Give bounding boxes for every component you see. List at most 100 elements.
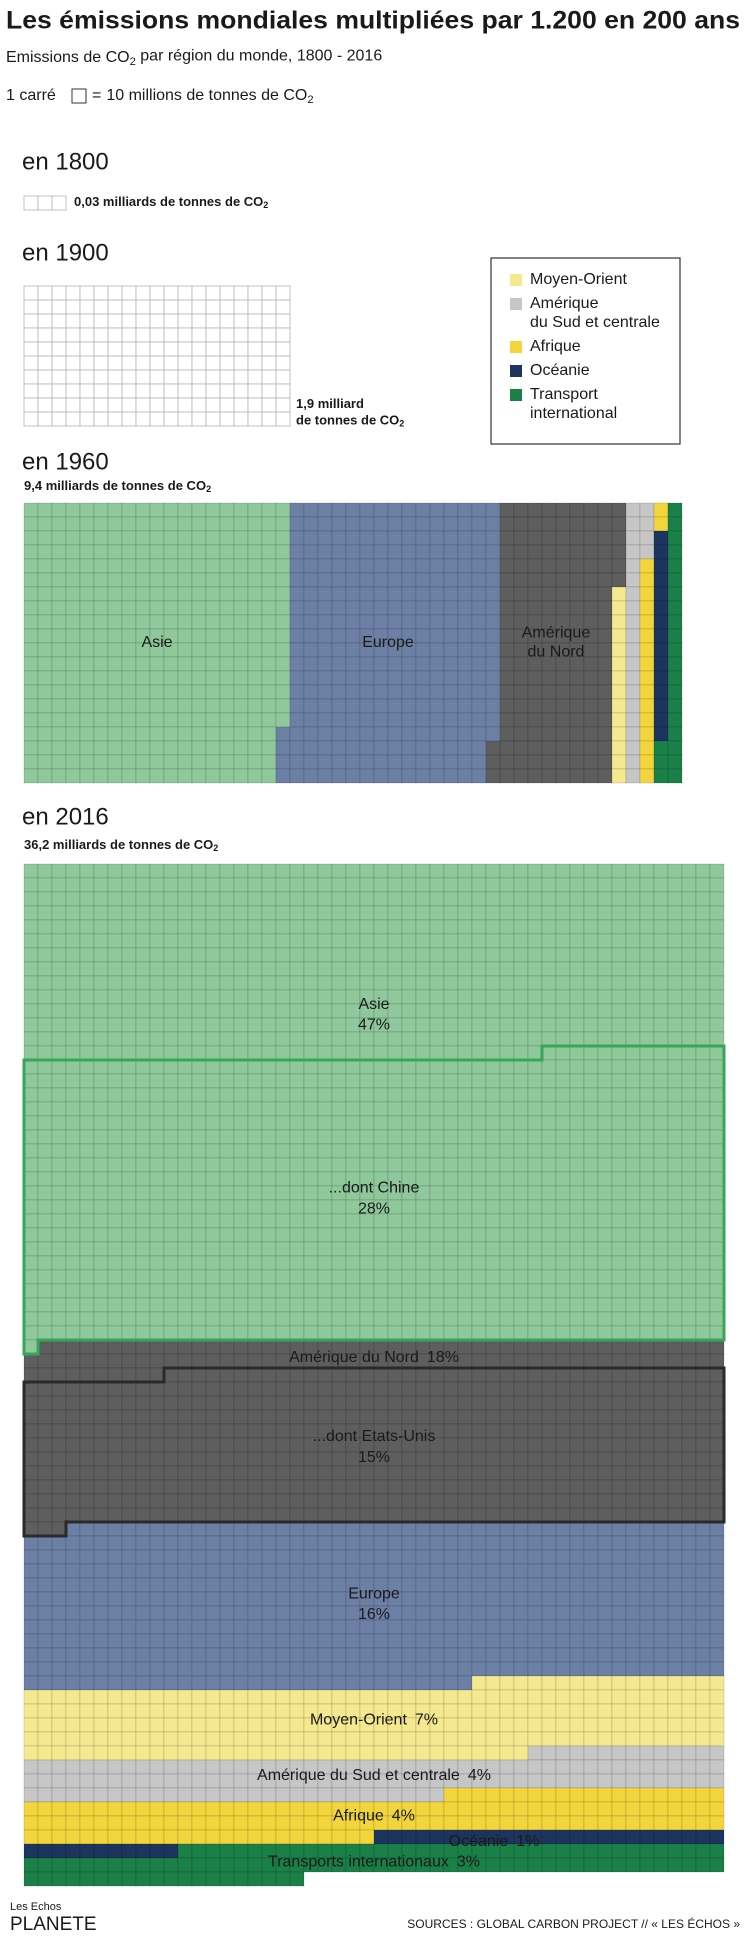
square [317, 1311, 333, 1327]
square [65, 768, 81, 784]
square [23, 516, 39, 532]
square [205, 285, 221, 301]
square [569, 1661, 585, 1677]
square [331, 1059, 347, 1075]
square [541, 1801, 557, 1817]
square [233, 1185, 249, 1201]
square [513, 572, 529, 588]
square [625, 919, 641, 935]
square [457, 1605, 473, 1621]
square [23, 1857, 39, 1873]
square [23, 1381, 39, 1397]
square [541, 502, 557, 518]
square [149, 1857, 165, 1873]
square [79, 383, 95, 399]
square [261, 1465, 277, 1481]
square [163, 383, 179, 399]
square [205, 1423, 221, 1439]
square [65, 1255, 81, 1271]
square [233, 1801, 249, 1817]
square [135, 1073, 151, 1089]
square [555, 1297, 571, 1313]
square [107, 891, 123, 907]
square [611, 502, 627, 518]
square [485, 1661, 501, 1677]
square [23, 1325, 39, 1341]
square [387, 1017, 403, 1033]
square [443, 1171, 459, 1187]
square [65, 933, 81, 949]
square [303, 754, 319, 770]
square [261, 614, 277, 630]
square [233, 1381, 249, 1397]
square [121, 1745, 137, 1761]
square [345, 1563, 361, 1579]
square [513, 891, 529, 907]
square [499, 1563, 515, 1579]
square [149, 1073, 165, 1089]
logo: PLANETE [10, 1914, 97, 1935]
square [93, 1815, 109, 1831]
square [611, 1661, 627, 1677]
square [499, 1297, 515, 1313]
square [359, 530, 375, 546]
square [513, 1423, 529, 1439]
square [527, 600, 543, 616]
square [667, 1759, 683, 1775]
square [527, 1535, 543, 1551]
square [289, 1521, 305, 1537]
square [37, 1409, 53, 1425]
square [233, 1437, 249, 1453]
square [443, 1493, 459, 1509]
square [527, 698, 543, 714]
square [331, 1479, 347, 1495]
square [51, 1647, 67, 1663]
square [23, 698, 39, 714]
square [163, 1465, 179, 1481]
square [625, 933, 641, 949]
square [121, 1507, 137, 1523]
square [471, 642, 487, 658]
square [667, 712, 683, 728]
square [373, 905, 389, 921]
square [415, 1689, 431, 1705]
square [37, 905, 53, 921]
square [135, 768, 151, 784]
square [37, 1367, 53, 1383]
square [261, 1577, 277, 1593]
square [317, 1745, 333, 1761]
square [611, 1451, 627, 1467]
square [233, 1283, 249, 1299]
square [79, 863, 95, 879]
square [177, 1381, 193, 1397]
square [93, 1675, 109, 1691]
square [303, 1129, 319, 1145]
square [65, 1129, 81, 1145]
square [303, 1675, 319, 1691]
square [79, 1843, 95, 1859]
square [191, 1465, 207, 1481]
square [387, 1297, 403, 1313]
square [93, 1689, 109, 1705]
square [37, 1073, 53, 1089]
square [457, 1185, 473, 1201]
square [681, 1535, 697, 1551]
square [219, 1465, 235, 1481]
square [163, 1423, 179, 1439]
square [415, 1535, 431, 1551]
square [569, 1045, 585, 1061]
square [345, 768, 361, 784]
square [331, 1577, 347, 1593]
square [401, 1465, 417, 1481]
square [121, 327, 137, 343]
square [583, 1857, 599, 1873]
square [93, 1367, 109, 1383]
square [457, 1115, 473, 1131]
square [541, 1241, 557, 1257]
square [485, 905, 501, 921]
square [163, 299, 179, 315]
square [149, 1549, 165, 1565]
square [107, 1829, 123, 1845]
square [541, 1367, 557, 1383]
square [583, 1787, 599, 1803]
